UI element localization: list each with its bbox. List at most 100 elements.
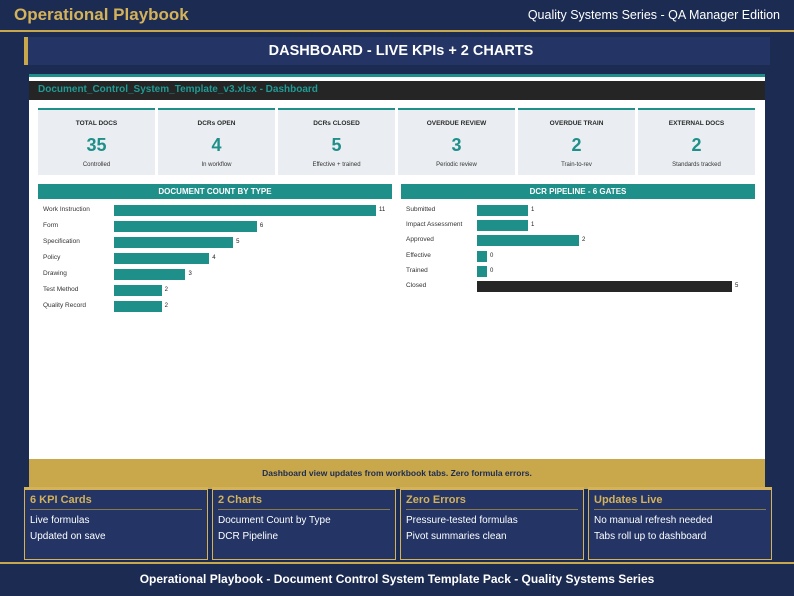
top-bar: Operational Playbook Quality Systems Ser… <box>0 0 794 30</box>
kpi-card-external-docs: EXTERNAL DOCS 2 Standards tracked <box>638 108 755 175</box>
bar <box>114 269 186 280</box>
kpi-card-dcrs-closed: DCRs CLOSED 5 Effective + trained <box>278 108 395 175</box>
bar-value-label: 3 <box>188 271 192 277</box>
kpi-value: 3 <box>451 135 462 155</box>
feature-card-zero-errors: Zero Errors Pressure-tested formulas Piv… <box>400 487 584 560</box>
bar-category-label: Approved <box>406 236 434 244</box>
bar-value-label: 11 <box>379 207 386 213</box>
kpi-subtext: Periodic review <box>436 162 477 168</box>
chart-title: DCR PIPELINE - 6 GATES <box>529 187 627 196</box>
footer-text: Operational Playbook - Document Control … <box>139 572 655 586</box>
card-line: Tabs roll up to dashboard <box>594 531 707 542</box>
kpi-label: DCRs CLOSED <box>313 120 360 127</box>
card-line: Live formulas <box>30 515 90 526</box>
card-divider <box>30 509 202 510</box>
bar-category-label: Test Method <box>43 286 79 293</box>
card-title: Updates Live <box>594 494 663 506</box>
bar-category-label: Work Instruction <box>43 206 90 213</box>
bar-category-label: Specification <box>43 238 80 245</box>
kpi-subtext: Controlled <box>82 162 111 168</box>
card-title: 6 KPI Cards <box>30 494 92 506</box>
bar-category-label: Submitted <box>406 206 436 213</box>
bar <box>477 205 528 216</box>
bar-value-label: 1 <box>531 207 535 213</box>
bar <box>114 301 162 312</box>
kpi-card-overdue-review: OVERDUE REVIEW 3 Periodic review <box>398 108 515 175</box>
kpi-card-dcrs-open: DCRs OPEN 4 In workflow <box>158 108 275 175</box>
bar-category-label: Trained <box>406 266 428 274</box>
card-line: Document Count by Type <box>218 515 331 526</box>
top-gold-rule <box>0 30 794 32</box>
kpi-value: 5 <box>331 135 342 155</box>
card-divider <box>218 509 390 510</box>
bar-category-label: Quality Record <box>43 302 86 309</box>
bar-category-label: Policy <box>43 254 61 261</box>
bar-value-label: 0 <box>490 252 494 259</box>
bar <box>477 281 732 292</box>
kpi-value: 2 <box>571 135 582 155</box>
card-title: 2 Charts <box>218 494 263 506</box>
bar <box>114 237 234 248</box>
dashboard-banner: DASHBOARD - LIVE KPIs + 2 CHARTS <box>24 37 770 65</box>
bar-value-label: 2 <box>582 237 586 244</box>
kpi-label: OVERDUE REVIEW <box>426 120 487 127</box>
bar-value-label: 5 <box>735 283 739 289</box>
bottom-gold-rule <box>0 562 794 564</box>
bar <box>114 221 257 232</box>
bar-value-label: 2 <box>164 287 168 293</box>
bar-value-label: 1 <box>531 222 535 229</box>
bar <box>114 205 376 216</box>
chart-header-doc-count: DOCUMENT COUNT BY TYPE <box>38 184 392 199</box>
card-line: Pivot summaries clean <box>406 531 507 542</box>
bar <box>114 253 210 264</box>
bar <box>477 250 487 262</box>
card-title: Zero Errors <box>406 494 466 506</box>
brand-title: Operational Playbook <box>14 5 189 24</box>
kpi-subtext: Standards tracked <box>672 162 721 168</box>
bottom-bar: Operational Playbook - Document Control … <box>0 566 794 596</box>
kpi-card-total-docs: TOTAL DOCS 35 Controlled <box>38 108 155 175</box>
bar <box>114 285 162 296</box>
bar <box>477 235 579 247</box>
feature-card-kpi: 6 KPI Cards Live formulas Updated on sav… <box>24 487 208 560</box>
kpi-label: TOTAL DOCS <box>75 120 118 127</box>
edition-label: Quality Systems Series - QA Manager Edit… <box>527 8 780 22</box>
kpi-label: OVERDUE TRAIN <box>549 120 604 127</box>
bar <box>477 265 487 277</box>
card-divider <box>406 509 578 510</box>
file-header: Document_Control_System_Template_v3.xlsx… <box>29 81 765 100</box>
banner-title: DASHBOARD - LIVE KPIs + 2 CHARTS <box>268 43 534 59</box>
bar-category-label: Closed <box>406 282 427 289</box>
bar-value-label: 0 <box>490 267 494 274</box>
chart-title: DOCUMENT COUNT BY TYPE <box>158 187 272 196</box>
bar-category-label: Drawing <box>43 270 67 277</box>
kpi-subtext: In workflow <box>201 162 232 168</box>
bar-category-label: Impact Assessment <box>406 221 463 229</box>
feature-card-updates-live: Updates Live No manual refresh needed Ta… <box>588 487 772 560</box>
bar-value-label: 5 <box>236 239 240 245</box>
chart-header-dcr-pipeline: DCR PIPELINE - 6 GATES <box>401 184 755 199</box>
kpi-card-overdue-train: OVERDUE TRAIN 2 Train-to-rev <box>518 108 635 175</box>
card-line: Updated on save <box>30 531 106 542</box>
card-line: No manual refresh needed <box>594 515 713 526</box>
chart-dcr-pipeline: Submitted 1 Impact Assessment 1 Approved 2 Eff… <box>29 77 765 457</box>
bar-category-label: Form <box>43 222 59 229</box>
feature-card-charts: 2 Charts Document Count by Type DCR Pipe… <box>212 487 396 560</box>
bar-value-label: 2 <box>164 303 168 309</box>
bar <box>477 220 528 232</box>
footnote-bar: Dashboard view updates from workbook tab… <box>29 459 765 489</box>
kpi-value: 2 <box>691 135 702 155</box>
chart-doc-count-by-type: Work Instruction 11 Form 6 Specification 5 Pol… <box>29 77 765 457</box>
bar-value-label: 6 <box>259 223 264 229</box>
bar-value-label: 4 <box>212 255 216 261</box>
kpi-value: 35 <box>86 135 107 155</box>
file-title: Document_Control_System_Template_v3.xlsx… <box>38 84 318 95</box>
kpi-subtext: Train-to-rev <box>561 162 592 168</box>
kpi-subtext: Effective + trained <box>312 162 361 168</box>
kpi-value: 4 <box>211 135 222 155</box>
dashboard-panel: Document_Control_System_Template_v3.xlsx… <box>29 74 765 489</box>
card-line: Pressure-tested formulas <box>406 515 518 526</box>
card-line: DCR Pipeline <box>218 531 279 542</box>
bar-category-label: Effective <box>406 251 431 259</box>
kpi-label: EXTERNAL DOCS <box>668 120 725 127</box>
